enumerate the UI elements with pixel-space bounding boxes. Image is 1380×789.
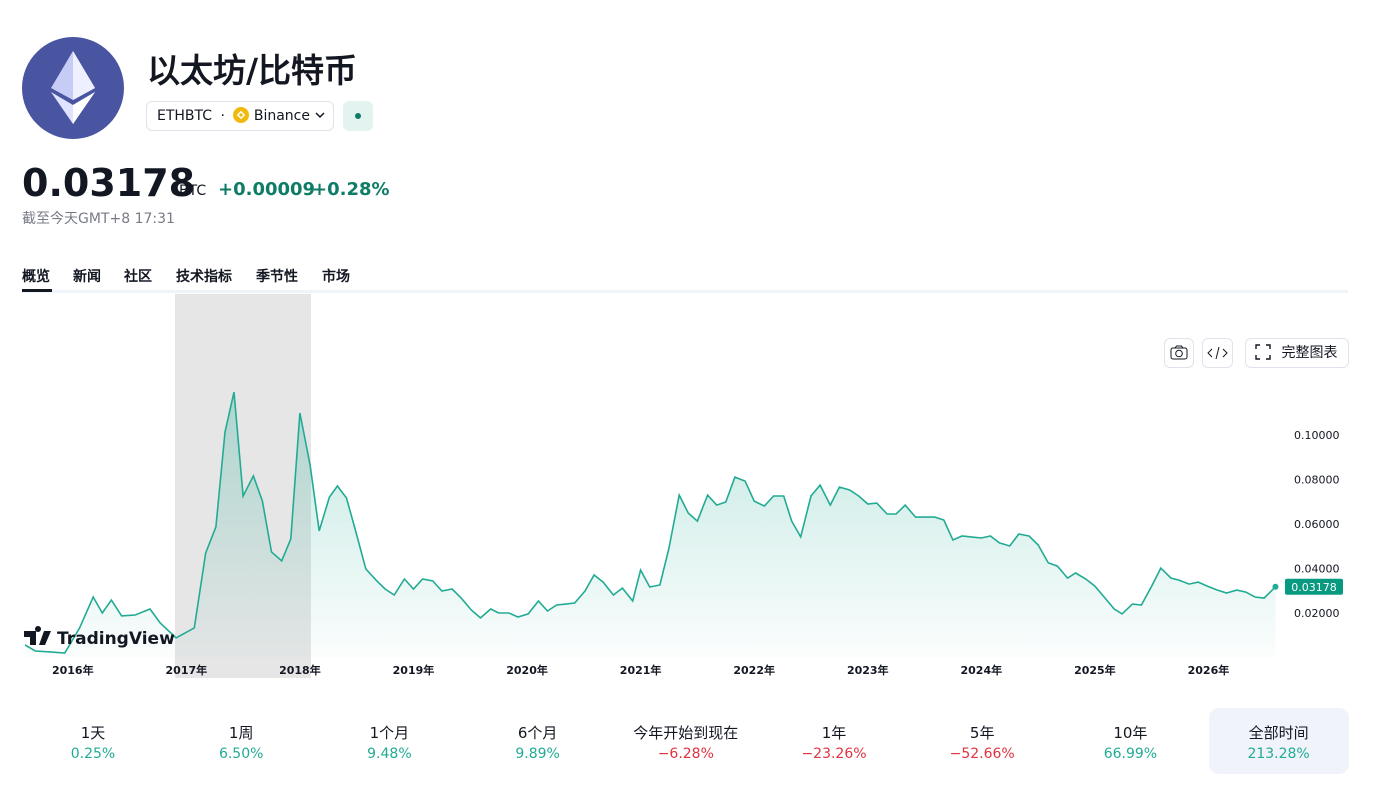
last-price-label: 0.03178 — [1291, 581, 1337, 594]
x-tick-label: 2020年 — [506, 663, 548, 677]
symbol-selector[interactable]: ETHBTC · Binance — [146, 101, 334, 131]
full-chart-button[interactable]: 完整图表 — [1245, 338, 1349, 368]
chart: 0.02000 0.04000 0.06000 0.08000 0.10000 2016年… — [24, 294, 1343, 678]
fullscreen-icon — [1255, 344, 1271, 360]
y-tick-label: 0.04000 — [1294, 563, 1340, 576]
separator: · — [220, 108, 225, 124]
period-label: 10年 — [1113, 724, 1148, 742]
period-label: 1天 — [80, 724, 106, 742]
area-fill — [25, 392, 1276, 658]
period-label: 全部时间 — [1248, 724, 1309, 742]
period-label: 1年 — [821, 724, 847, 742]
period-change: 0.25% — [70, 746, 116, 762]
tab[interactable]: 新闻 — [73, 269, 101, 285]
period-change: 66.99% — [1103, 746, 1158, 762]
period-button[interactable]: 1个月 9.48% — [319, 708, 459, 774]
period-change: −52.66% — [949, 746, 1015, 762]
period-label: 5年 — [969, 724, 995, 742]
period-change: 9.89% — [515, 746, 560, 762]
change-percent: +0.28% — [312, 179, 390, 200]
period-change: 6.50% — [218, 746, 264, 762]
period-button[interactable]: 6个月 9.89% — [468, 708, 608, 774]
period-label: 今年开始到现在 — [633, 724, 739, 742]
active-tab-indicator — [22, 289, 52, 292]
chevron — [315, 112, 325, 119]
code-icon — [1207, 346, 1228, 360]
y-tick-label: 0.02000 — [1294, 607, 1340, 620]
period-label: 6个月 — [517, 724, 558, 742]
period-label: 1周 — [228, 724, 254, 742]
x-tick-label: 2016年 — [52, 663, 94, 677]
x-tick-label: 2023年 — [847, 663, 889, 677]
price: 0.03178 — [22, 161, 196, 205]
watermark — [24, 626, 51, 645]
tab-divider — [22, 290, 1348, 293]
change: +0.00009 — [218, 179, 316, 200]
y-tick-label: 0.10000 — [1294, 429, 1340, 442]
period-change: −6.28% — [657, 746, 714, 762]
tab[interactable]: 市场 — [322, 269, 350, 285]
period-change: 213.28% — [1247, 746, 1310, 762]
tab[interactable]: 技术指标 — [176, 269, 232, 285]
tab[interactable]: 概览 — [22, 269, 50, 285]
period-button[interactable]: 1天 0.25% — [23, 708, 163, 774]
x-tick-label: 2026年 — [1188, 663, 1230, 677]
period-button[interactable]: 今年开始到现在 −6.28% — [616, 708, 756, 774]
x-tick-label: 2024年 — [961, 663, 1003, 677]
watermark-text: TradingView — [57, 629, 175, 649]
full-chart-label: 完整图表 — [1281, 345, 1338, 361]
currency: BTC — [179, 183, 207, 199]
exchange: Binance — [253, 108, 310, 124]
x-tick-label: 2018年 — [279, 663, 321, 677]
last-point — [1272, 583, 1279, 590]
period-label: 1个月 — [369, 724, 410, 742]
tab[interactable]: 季节性 — [256, 269, 298, 285]
period-button[interactable]: 10年 66.99% — [1060, 708, 1200, 774]
x-tick-label: 2021年 — [620, 663, 662, 677]
last-price-tag — [1285, 578, 1343, 595]
snapshot-button[interactable] — [1164, 338, 1194, 368]
timestamp: 截至今天GMT+8 17:31 — [22, 211, 175, 227]
x-tick-label: 2022年 — [733, 663, 775, 677]
exchange-icon — [233, 107, 250, 123]
embed-button[interactable] — [1202, 338, 1233, 368]
symbol: ETHBTC — [157, 108, 213, 124]
x-tick-label: 2025年 — [1074, 663, 1116, 677]
title: 以太坊/比特币 — [147, 51, 358, 90]
period-button[interactable]: 1年 −23.26% — [764, 708, 904, 774]
watermark-logo — [24, 626, 51, 645]
y-tick-label: 0.08000 — [1294, 474, 1340, 487]
period-change: 9.48% — [367, 746, 412, 762]
price-line — [24, 391, 1277, 654]
period-button[interactable]: 1周 6.50% — [171, 708, 311, 774]
period-button[interactable]: 全部时间 213.28% — [1208, 708, 1349, 774]
x-tick-label: 2019年 — [393, 663, 435, 677]
coin-logo — [22, 37, 124, 139]
tab[interactable]: 社区 — [124, 269, 152, 285]
camera-icon — [1170, 345, 1188, 360]
status-badge — [343, 101, 373, 131]
x-tick-label: 2017年 — [166, 663, 208, 677]
period-change: −23.26% — [801, 746, 867, 762]
period-button[interactable]: 5年 −52.66% — [912, 708, 1052, 774]
y-tick-label: 0.06000 — [1294, 518, 1340, 531]
